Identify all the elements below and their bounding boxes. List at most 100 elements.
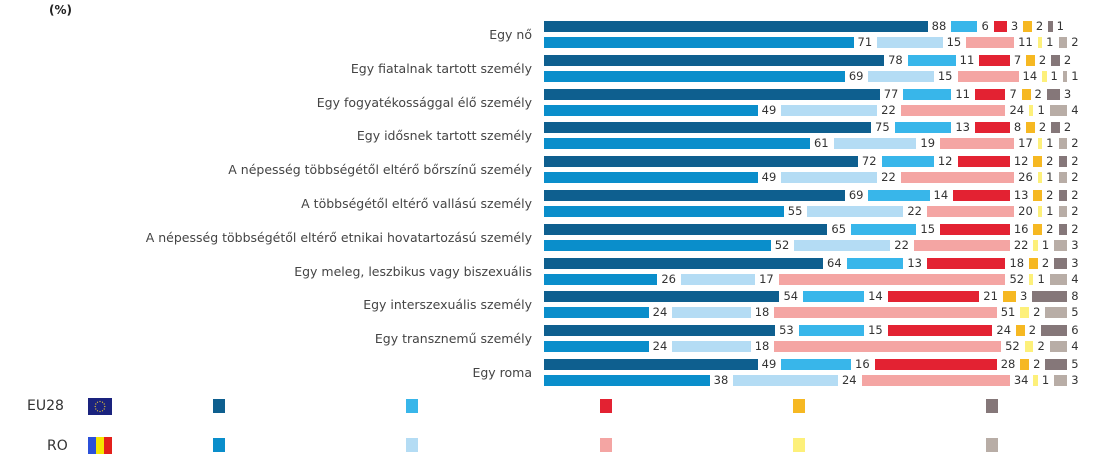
bar-segment [1051, 122, 1060, 134]
bar-segment [544, 88, 880, 100]
bar-segment [926, 206, 1015, 217]
bar-row-ro: 49 22 24 1 4 [544, 102, 1084, 117]
data-label: 49 [761, 170, 777, 185]
bar-segment [1026, 122, 1035, 134]
legend-swatch-eu28 [793, 399, 805, 413]
bar-segment [868, 190, 930, 201]
bar-segment [1002, 291, 1017, 303]
bar-segment [951, 21, 978, 32]
data-label: 55 [787, 204, 803, 218]
data-label: 69 [848, 68, 864, 83]
data-label: 24 [1009, 102, 1025, 117]
data-label: 49 [761, 357, 777, 371]
bar-segment [900, 172, 1015, 184]
data-label: 14 [868, 289, 883, 304]
data-label: 2 [1071, 136, 1079, 151]
data-label: 13 [907, 255, 922, 270]
bar-segment [544, 138, 810, 150]
data-label: 17 [759, 271, 774, 286]
bar-segment [781, 104, 878, 116]
bar-segment [894, 122, 952, 134]
bar-segment [1045, 307, 1068, 319]
bar-segment [1058, 37, 1068, 48]
bar-row-eu28: 88 6 3 2 1 [544, 19, 1069, 33]
bar-segment [1054, 257, 1068, 269]
category-label: A népesség többségétől eltérő bőrszínű s… [228, 162, 532, 178]
bar-segment [974, 88, 1006, 100]
bar-segment [544, 156, 858, 168]
bar-segment [774, 307, 997, 319]
bar-segment [1058, 223, 1068, 235]
bar-segment [1049, 104, 1068, 116]
bar-segment [1054, 239, 1068, 251]
bar-segment [1048, 21, 1053, 32]
category-label: Egy interszexuális személy [363, 297, 532, 313]
data-label: 14 [1022, 68, 1038, 83]
data-label: 3 [1071, 237, 1079, 252]
data-label: 28 [1000, 357, 1016, 371]
bar-segment [1051, 54, 1060, 66]
data-label: 6 [981, 19, 989, 33]
bar-segment [1020, 307, 1030, 319]
data-label: 19 [920, 136, 936, 151]
data-label: 6 [1071, 323, 1079, 338]
data-label: 34 [1013, 373, 1029, 387]
data-label: 2 [1071, 35, 1079, 49]
bar-segment [900, 104, 1006, 116]
data-label: 26 [661, 271, 676, 286]
data-label: 65 [831, 221, 847, 236]
bar-segment [1033, 223, 1043, 235]
data-label: 49 [761, 102, 777, 117]
data-label: 3 [1020, 289, 1028, 304]
data-label: 22 [894, 237, 909, 252]
bar-row-eu28: 54 14 21 3 8 [544, 289, 1084, 304]
data-label: 24 [652, 305, 668, 320]
legend-swatch-ro [406, 438, 418, 452]
data-label: 1 [1037, 271, 1045, 286]
category-label: A többségétől eltérő vallású személy [301, 196, 532, 211]
legend-swatch-eu28 [406, 399, 418, 413]
data-label: 14 [933, 188, 949, 202]
data-label: 20 [1018, 204, 1033, 218]
bar-segment [1033, 375, 1038, 386]
data-label: 88 [931, 19, 947, 33]
bar-segment [544, 37, 854, 48]
bar-segment [544, 21, 928, 32]
data-label: 51 [1000, 305, 1016, 320]
data-label: 2 [1028, 323, 1037, 338]
bar-segment [544, 341, 649, 353]
category-label: Egy meleg, leszbikus vagy biszexuális [294, 263, 532, 279]
bar-segment [1024, 341, 1034, 353]
bar-segment [544, 375, 710, 386]
bar-segment [1049, 341, 1068, 353]
bar-segment [874, 359, 997, 370]
data-label: 11 [955, 86, 970, 101]
data-label: 3 [1071, 255, 1079, 270]
bar-segment [1046, 88, 1060, 100]
data-label: 15 [937, 68, 953, 83]
bar-segment [1037, 138, 1043, 150]
data-label: 2 [1034, 86, 1042, 101]
data-label: 53 [779, 323, 794, 338]
data-label: 15 [920, 221, 936, 236]
bar-segment [544, 359, 758, 370]
unit-label: (%) [49, 3, 72, 17]
bar-row-ro: 55 22 20 1 2 [544, 204, 1084, 218]
bar-row-ro: 38 24 34 1 3 [544, 373, 1084, 387]
bar-segment [544, 172, 758, 184]
bar-segment [1058, 190, 1068, 201]
bar-segment [957, 70, 1019, 82]
data-label: 11 [959, 52, 975, 67]
bar-segment [1032, 291, 1068, 303]
bar-segment [1021, 88, 1031, 100]
bar-segment [846, 257, 904, 269]
data-label: 22 [881, 170, 896, 185]
data-label: 61 [813, 136, 829, 151]
bar-segment [1041, 325, 1068, 337]
data-label: 2 [1038, 52, 1047, 67]
bar-segment [957, 156, 1010, 168]
bar-segment [953, 190, 1010, 201]
data-label: 18 [754, 339, 770, 354]
bar-segment [1042, 70, 1047, 82]
data-label: 72 [861, 154, 877, 169]
